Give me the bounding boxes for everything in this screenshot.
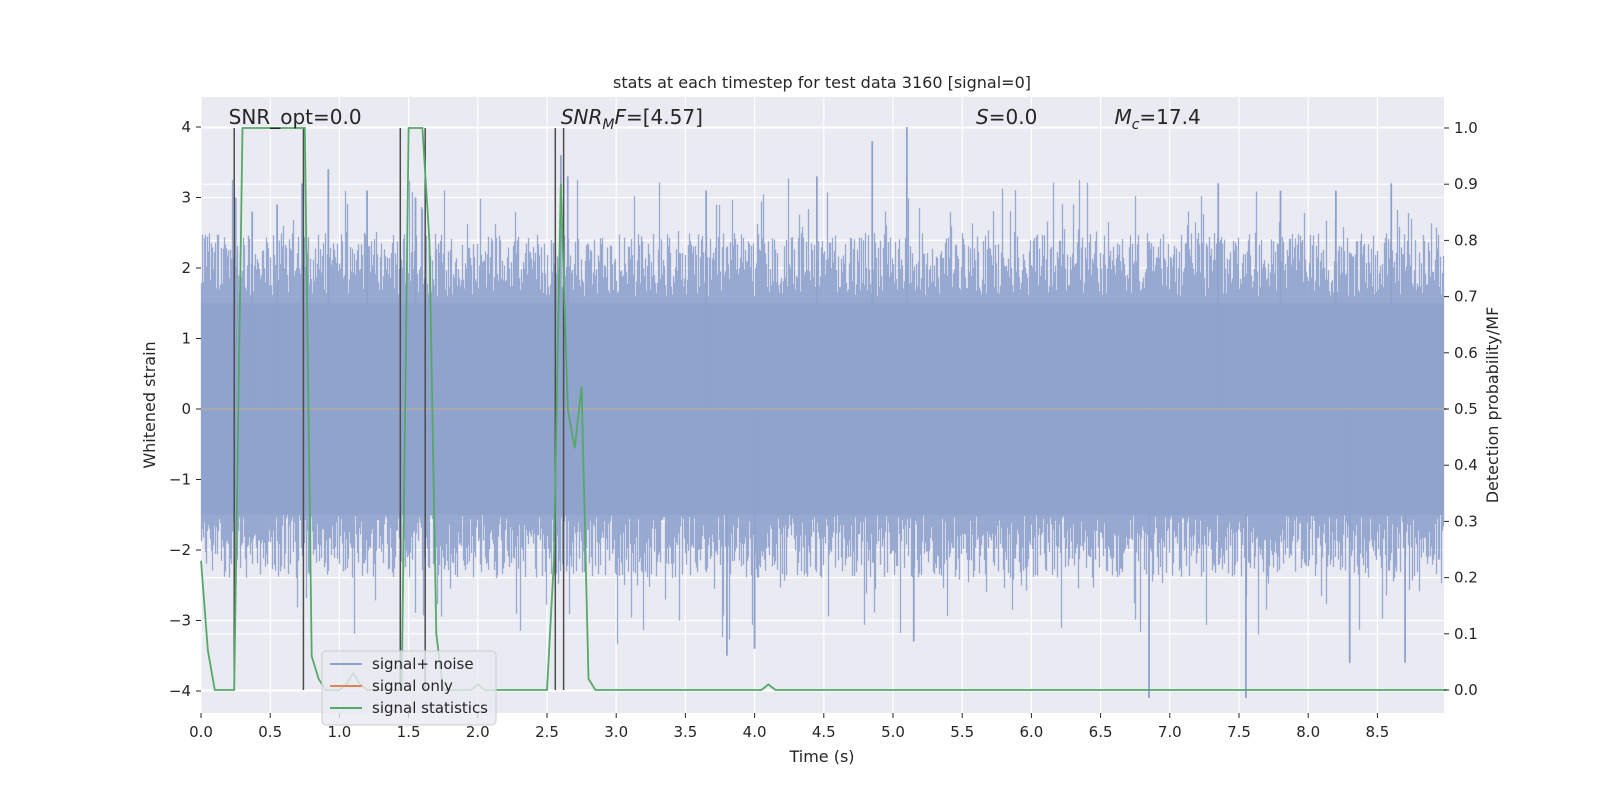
x-tick-label: 4.5 bbox=[812, 723, 836, 741]
y-left-axis-ticks: −4 −3 −2 −1 0 1 2 3 4 bbox=[169, 118, 201, 700]
y-left-tick-label: 2 bbox=[181, 259, 191, 277]
x-tick-label: 0.0 bbox=[189, 723, 213, 741]
x-tick-label: 1.5 bbox=[397, 723, 421, 741]
x-tick-label: 0.5 bbox=[258, 723, 282, 741]
legend-label-statistics: signal statistics bbox=[372, 699, 488, 717]
annotation: SNR_opt=0.0 bbox=[229, 105, 362, 129]
x-axis-ticks: 0.0 0.5 1.0 1.5 2.0 2.5 3.0 3.5 4.0 4.5 5.0 5.5 6.0 6… bbox=[189, 713, 1389, 741]
x-tick-label: 5.0 bbox=[881, 723, 905, 741]
y-right-tick-label: 0.5 bbox=[1454, 400, 1478, 418]
annotations: SNR_opt=0.0 SNRMF=[4.57] S=0.0 Mc=17.4 bbox=[229, 105, 1201, 133]
x-tick-label: 8.0 bbox=[1296, 723, 1320, 741]
legend-label-noise: signal+ noise bbox=[372, 655, 474, 673]
y-right-tick-label: 0.8 bbox=[1454, 231, 1478, 249]
legend-box bbox=[321, 650, 497, 726]
y-right-tick-label: 0.4 bbox=[1454, 456, 1478, 474]
annotation: SNRMF=[4.57] bbox=[561, 105, 703, 133]
y-left-tick-label: 1 bbox=[181, 330, 191, 348]
y-right-tick-label: 0.0 bbox=[1454, 681, 1478, 699]
x-tick-label: 3.5 bbox=[673, 723, 697, 741]
annotation: Mc=17.4 bbox=[1114, 105, 1200, 133]
y-left-tick-label: 0 bbox=[181, 400, 191, 418]
x-tick-label: 1.0 bbox=[327, 723, 351, 741]
x-tick-label: 5.5 bbox=[950, 723, 974, 741]
x-tick-label: 2.5 bbox=[535, 723, 559, 741]
x-tick-label: 7.0 bbox=[1158, 723, 1182, 741]
x-tick-label: 4.0 bbox=[743, 723, 767, 741]
y-left-tick-label: 4 bbox=[181, 118, 191, 136]
annotation: S=0.0 bbox=[976, 105, 1037, 129]
chart-title: stats at each timestep for test data 316… bbox=[613, 73, 1031, 92]
y-left-tick-label: −2 bbox=[169, 541, 191, 559]
x-axis-label: Time (s) bbox=[788, 747, 854, 766]
x-tick-label: 3.0 bbox=[604, 723, 628, 741]
y-left-axis-label: Whitened strain bbox=[140, 341, 159, 468]
y-right-tick-label: 0.7 bbox=[1454, 288, 1478, 306]
y-left-tick-label: −1 bbox=[169, 471, 191, 489]
y-right-tick-label: 0.3 bbox=[1454, 512, 1478, 530]
vertical-markers bbox=[233, 128, 565, 690]
x-tick-label: 6.0 bbox=[1019, 723, 1043, 741]
y-right-axis-ticks: 0.0 0.1 0.2 0.3 0.4 0.5 0.6 0.7 0.8 0.9 1.0 bbox=[1444, 119, 1478, 699]
y-right-tick-label: 1.0 bbox=[1454, 119, 1478, 137]
y-right-axis-label: Detection probability/MF bbox=[1483, 307, 1502, 504]
y-left-tick-label: −3 bbox=[169, 612, 191, 630]
y-left-tick-label: −4 bbox=[169, 682, 191, 700]
y-right-tick-label: 0.6 bbox=[1454, 344, 1478, 362]
legend: signal+ noise signal only signal statist… bbox=[321, 650, 497, 726]
x-tick-label: 8.5 bbox=[1365, 723, 1389, 741]
x-tick-label: 6.5 bbox=[1089, 723, 1113, 741]
legend-label-signal-only: signal only bbox=[372, 677, 453, 695]
y-right-tick-label: 0.9 bbox=[1454, 175, 1478, 193]
y-left-tick-label: 3 bbox=[181, 189, 191, 207]
y-right-tick-label: 0.1 bbox=[1454, 625, 1478, 643]
x-tick-label: 7.5 bbox=[1227, 723, 1251, 741]
x-tick-label: 2.0 bbox=[466, 723, 490, 741]
y-right-tick-label: 0.2 bbox=[1454, 569, 1478, 587]
